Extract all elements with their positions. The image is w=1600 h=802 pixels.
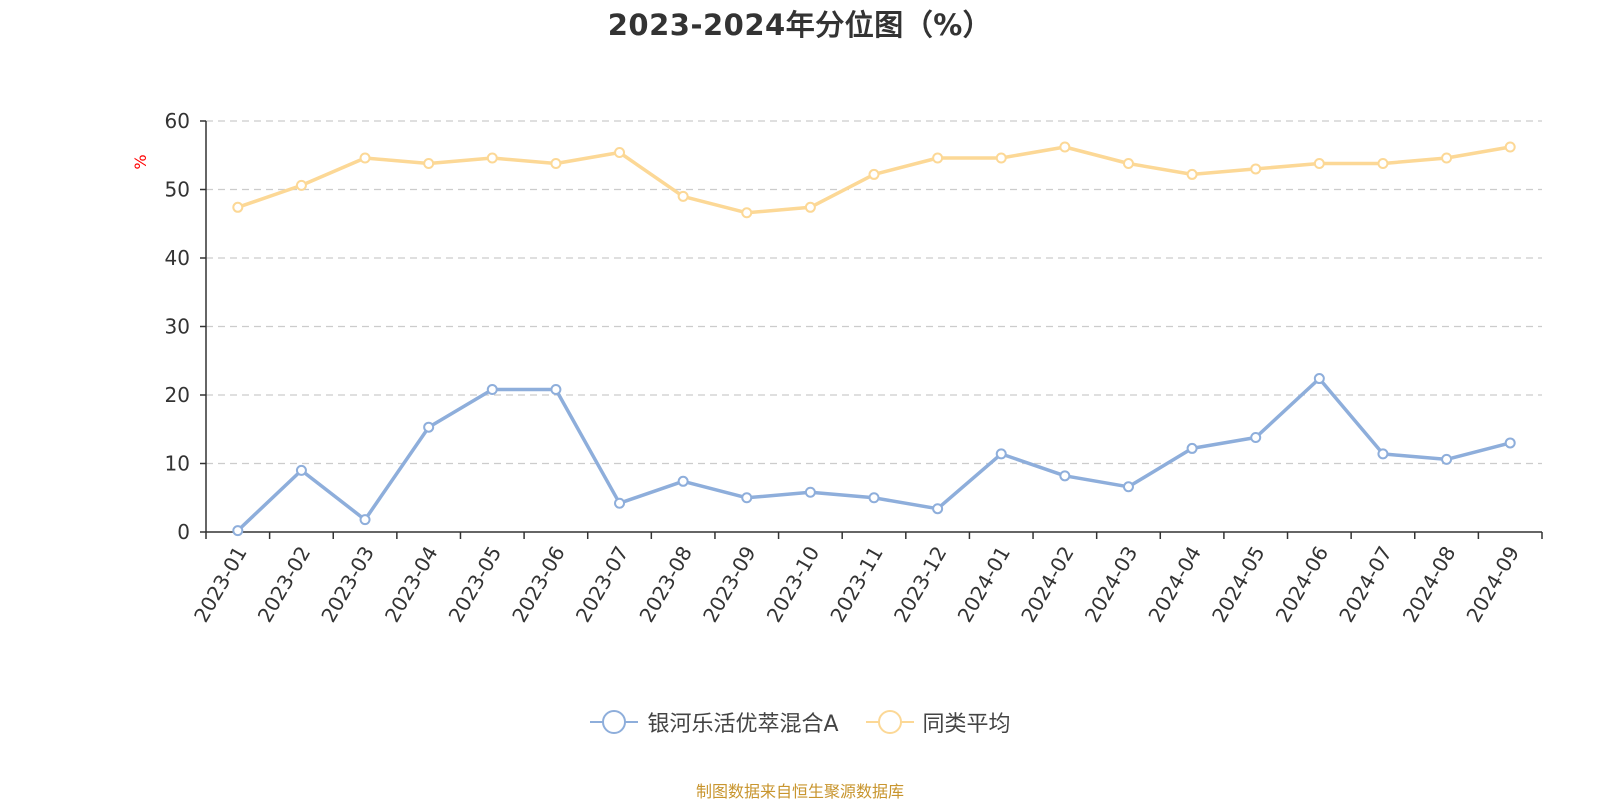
y-tick-label: 30 [165, 315, 190, 339]
y-axis-label: % [131, 154, 150, 169]
y-tick-label: 40 [165, 246, 190, 270]
series-line-0 [236, 376, 1512, 533]
data-point[interactable] [295, 464, 307, 476]
data-point[interactable] [1250, 431, 1262, 443]
data-point[interactable] [995, 448, 1007, 460]
grid-lines [206, 120, 1542, 465]
data-point[interactable] [1441, 152, 1453, 164]
data-point[interactable] [1059, 141, 1071, 153]
x-tick-label: 2023-07 [571, 542, 634, 626]
y-tick-label: 10 [165, 452, 190, 476]
x-tick-label: 2023-10 [762, 542, 825, 626]
data-point[interactable] [868, 492, 880, 504]
legend: 银河乐活优萃混合A 同类平均 [0, 706, 1600, 738]
x-tick-label: 2023-05 [444, 542, 507, 626]
data-point[interactable] [1313, 373, 1325, 385]
x-tick-label: 2024-08 [1398, 542, 1461, 626]
x-tick-label: 2023-12 [889, 542, 952, 626]
x-tick-label: 2024-09 [1461, 542, 1524, 626]
data-point[interactable] [423, 421, 435, 433]
data-point[interactable] [550, 384, 562, 396]
data-point[interactable] [1122, 157, 1134, 169]
x-tick-label: 2023-09 [698, 542, 761, 626]
data-point[interactable] [1441, 453, 1453, 465]
series-lines [232, 141, 1516, 537]
x-tick-label: 2023-02 [253, 542, 316, 626]
data-point[interactable] [359, 514, 371, 526]
data-point[interactable] [232, 201, 244, 213]
data-point[interactable] [614, 147, 626, 159]
x-tick-label: 2023-08 [634, 542, 697, 626]
x-tick-label: 2024-04 [1143, 542, 1206, 626]
data-point[interactable] [677, 475, 689, 487]
x-tick-label: 2023-11 [825, 542, 888, 626]
data-point[interactable] [486, 384, 498, 396]
data-point[interactable] [868, 168, 880, 180]
legend-marker-average-icon [865, 710, 914, 734]
data-point[interactable] [677, 190, 689, 202]
x-tick-label: 2024-07 [1334, 542, 1397, 626]
legend-item-fund[interactable]: 银河乐活优萃混合A [589, 706, 839, 738]
legend-label-average: 同类平均 [922, 712, 1011, 737]
legend-item-average[interactable]: 同类平均 [865, 706, 1011, 738]
x-tick-label: 2023-03 [316, 542, 379, 626]
data-point[interactable] [1377, 157, 1389, 169]
x-tick-label: 2024-05 [1207, 542, 1270, 626]
y-tick-label: 50 [165, 178, 190, 202]
data-point[interactable] [1186, 168, 1198, 180]
data-point[interactable] [741, 492, 753, 504]
data-point[interactable] [614, 497, 626, 509]
x-tick-label: 2023-01 [189, 542, 252, 626]
x-tick-label: 2024-06 [1271, 542, 1334, 626]
data-point[interactable] [1377, 448, 1389, 460]
y-tick-label: 60 [165, 109, 190, 133]
data-point[interactable] [295, 179, 307, 191]
data-point[interactable] [1186, 442, 1198, 454]
data-point[interactable] [423, 157, 435, 169]
data-point[interactable] [804, 201, 816, 213]
x-tick-label: 2023-04 [380, 542, 443, 626]
legend-marker-fund-icon [590, 710, 639, 734]
data-point[interactable] [804, 486, 816, 498]
x-tick-label: 2024-03 [1080, 542, 1143, 626]
y-tick-label: 20 [165, 383, 190, 407]
data-point[interactable] [932, 152, 944, 164]
data-point[interactable] [1059, 470, 1071, 482]
data-point[interactable] [995, 152, 1007, 164]
source-note: 制图数据来自恒生聚源数据库 [695, 782, 904, 801]
x-tick-label: 2024-02 [1016, 542, 1079, 626]
x-tick-label: 2023-06 [507, 542, 570, 626]
legend-label-fund: 银河乐活优萃混合A [647, 712, 839, 737]
data-point[interactable] [486, 152, 498, 164]
data-point[interactable] [1504, 141, 1516, 153]
data-point[interactable] [741, 207, 753, 219]
x-tick-label: 2024-01 [953, 542, 1016, 626]
data-point[interactable] [1313, 157, 1325, 169]
data-point[interactable] [932, 503, 944, 515]
data-point[interactable] [550, 157, 562, 169]
chart-title: 2023-2024年分位图（%） [607, 8, 993, 42]
data-point[interactable] [232, 525, 244, 537]
y-tick-label: 0 [177, 520, 190, 544]
data-point[interactable] [1122, 481, 1134, 493]
data-point[interactable] [359, 152, 371, 164]
data-point[interactable] [1250, 163, 1262, 175]
data-point[interactable] [1504, 437, 1516, 449]
